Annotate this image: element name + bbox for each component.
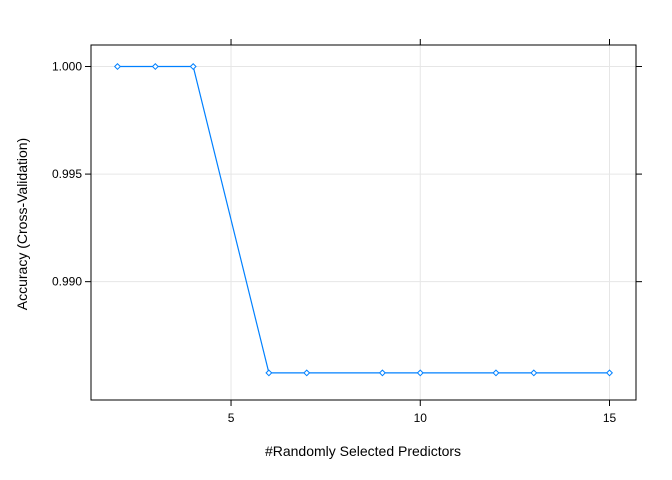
y-axis-title: Accuracy (Cross-Validation) bbox=[14, 138, 30, 310]
data-point bbox=[303, 369, 311, 377]
grid-lines bbox=[91, 45, 636, 400]
x-axis-title: #Randomly Selected Predictors bbox=[265, 443, 461, 459]
series-line bbox=[117, 65, 610, 374]
data-point bbox=[378, 369, 386, 377]
data-point bbox=[113, 63, 122, 71]
data-point bbox=[416, 369, 424, 377]
x-tick-label: 5 bbox=[228, 411, 235, 425]
data-point bbox=[605, 369, 614, 377]
series-lines bbox=[117, 65, 610, 374]
y-tick-label: 0.990 bbox=[52, 275, 82, 289]
data-point bbox=[492, 369, 500, 377]
data-point bbox=[530, 369, 538, 377]
y-tick-label: 1.000 bbox=[52, 60, 82, 74]
data-points bbox=[113, 63, 614, 377]
axis-ticks: 5 10 15 0.990 0.995 1.000 bbox=[52, 39, 642, 425]
x-tick-label: 10 bbox=[414, 411, 428, 425]
y-tick-label: 0.995 bbox=[52, 167, 82, 181]
data-point bbox=[265, 369, 273, 377]
data-point bbox=[151, 63, 159, 71]
x-tick-label: 15 bbox=[603, 411, 617, 425]
data-point bbox=[189, 63, 197, 71]
plot-frame bbox=[90, 44, 637, 401]
